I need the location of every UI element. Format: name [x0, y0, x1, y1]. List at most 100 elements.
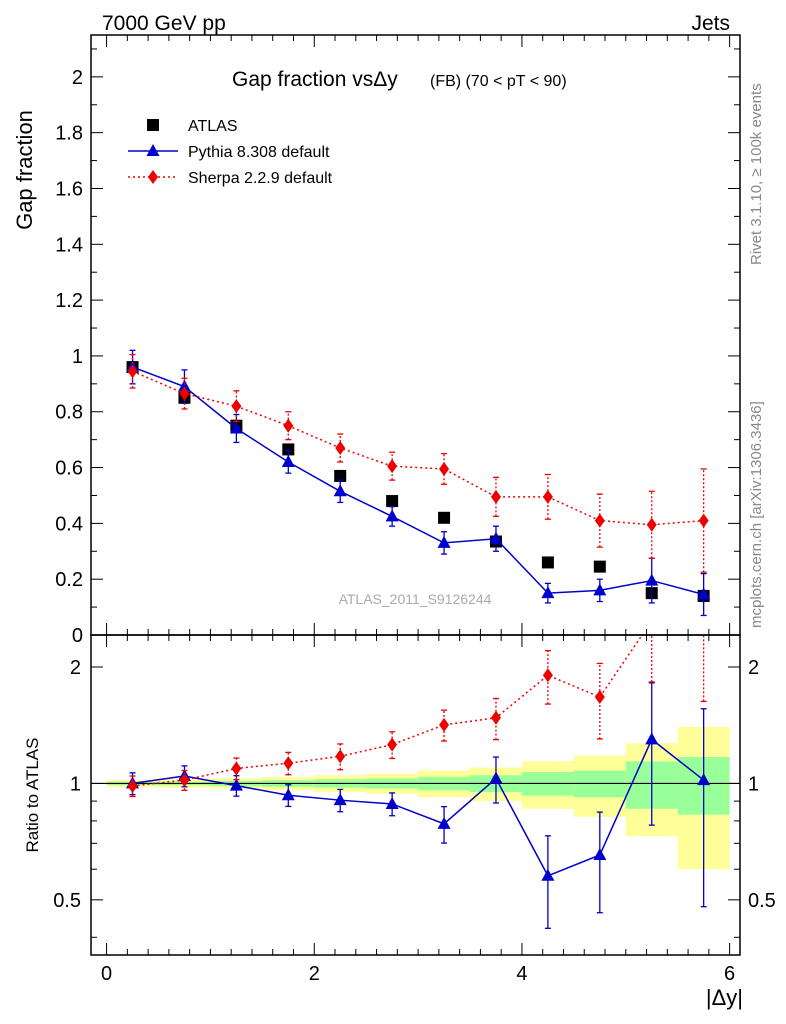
series-atlas: [126, 361, 710, 602]
ratio-data-point: [594, 689, 605, 704]
data-point: [541, 556, 554, 569]
ratio-y-tick-label-right: 0.5: [748, 890, 776, 912]
data-point: [229, 421, 243, 434]
main-data-layer: [126, 349, 711, 617]
ratio-data-point: [645, 732, 659, 745]
series-line: [132, 366, 704, 596]
data-point: [231, 399, 242, 414]
main-y-tick-label: 2: [72, 67, 83, 89]
x-tick-label: 2: [309, 963, 320, 985]
y-axis-label: Gap fraction: [12, 110, 37, 230]
ratio-y-axis-label: Ratio to ATLAS: [23, 738, 42, 853]
data-point: [697, 587, 711, 600]
data-point: [281, 454, 295, 467]
ratio-data-layer: [126, 614, 711, 929]
ratio-y-tick-label-right: 1: [748, 773, 759, 795]
main-y-tick-label: 0.4: [55, 513, 83, 535]
x-tick-label: 6: [724, 963, 735, 985]
ratio-plot-frame: [90, 634, 741, 956]
ratio-data-point: [490, 710, 501, 725]
legend-label: Sherpa 2.2.9 default: [188, 170, 333, 187]
header-right: Jets: [691, 12, 730, 35]
legend-marker: [146, 144, 160, 156]
ratio-data-point: [281, 788, 295, 801]
data-point: [541, 586, 555, 599]
data-point: [335, 441, 346, 456]
data-point: [333, 484, 347, 497]
legend: ATLAS Pythia 8.308 default Sherpa 2.2.9 de…: [128, 118, 333, 187]
ratio-series-line: [132, 738, 705, 877]
legend-label: Pythia 8.308 default: [188, 144, 330, 161]
ratio-data-point: [387, 737, 398, 752]
data-point: [177, 379, 191, 392]
data-point: [594, 513, 605, 528]
main-y-tick-label: 1.6: [55, 178, 83, 200]
series-pythia: [126, 349, 711, 617]
data-point: [282, 443, 295, 456]
main-y-tick-label: 0: [72, 625, 83, 647]
data-point: [438, 511, 451, 524]
data-point: [490, 489, 501, 504]
data-point: [334, 469, 347, 482]
data-point: [127, 364, 138, 379]
legend-label: ATLAS: [188, 118, 238, 135]
ratio-data-point: [231, 761, 242, 776]
ratio-data-point: [179, 773, 190, 788]
ratio-series-pythia: [126, 682, 711, 929]
data-point: [593, 560, 606, 573]
main-y-tick-label: 0.2: [55, 569, 83, 591]
ratio-data-point: [283, 756, 294, 771]
ratio-data-point: [489, 771, 503, 784]
ratio-data-point: [647, 614, 657, 628]
ratio-y-tick-label-right: 2: [748, 657, 759, 679]
ratio-data-point: [333, 793, 347, 806]
ratio-series-line: [132, 635, 644, 787]
data-point: [387, 459, 398, 474]
ratio-data-point: [127, 778, 138, 793]
ratio-data-point: [697, 773, 711, 786]
ratio-data-point: [335, 749, 346, 764]
x-tick-label: 4: [516, 963, 527, 985]
data-point: [645, 573, 659, 586]
ratio-data-point: [542, 668, 553, 683]
ratio-data-point: [593, 847, 607, 860]
legend-marker: [148, 170, 158, 184]
rivet-label: Rivet 3.1.10, ≥ 100k events: [748, 83, 765, 265]
data-point: [489, 531, 503, 544]
data-point: [698, 513, 709, 528]
ratio-y-ticks: 0.5 0.5 1 1 2 2: [53, 657, 776, 938]
ratio-series-sherpa: [127, 614, 707, 798]
main-title-suffix: (FB) (70 < pT < 90): [430, 73, 567, 90]
data-point: [179, 386, 190, 401]
data-point: [439, 461, 450, 476]
data-point: [385, 509, 399, 522]
data-point: [646, 517, 657, 532]
main-title: Gap fraction vsΔy: [232, 68, 398, 91]
series-line: [132, 370, 704, 526]
ratio-y-tick-label: 2: [70, 657, 81, 679]
mcplots-label: mcplots.cern.ch [arXiv:1306.3436]: [748, 401, 765, 628]
legend-marker: [147, 119, 159, 131]
x-axis-ticks: 0 2 4 6: [101, 635, 735, 985]
main-y-tick-label: 0.8: [55, 402, 83, 424]
data-point: [386, 495, 399, 508]
data-point: [542, 489, 553, 504]
x-axis-label: |Δy|: [706, 985, 743, 1010]
main-panel: Gap fraction vsΔy (FB) (70 < pT < 90) Ga…: [12, 34, 741, 647]
main-y-tick-label: 1.8: [55, 123, 83, 145]
ratio-uncertainty-bands: [91, 726, 740, 870]
data-point: [593, 583, 607, 596]
ratio-data-point: [541, 868, 555, 881]
data-point: [437, 535, 451, 548]
ratio-data-point: [437, 816, 451, 829]
main-y-ticks: 0 0.2 0.4 0.6 0.8 1 1.2 1.4 1.6 1.8 2: [55, 35, 740, 647]
ratio-panel: 0.5 0.5 1 1 2 2 0 2 4 6 Ratio to ATLAS |Δy|: [23, 614, 776, 1010]
analysis-watermark: ATLAS_2011_S9126244: [339, 591, 492, 607]
x-tick-label: 0: [101, 963, 112, 985]
header-left: 7000 GeV pp: [102, 12, 226, 35]
ratio-y-tick-label: 0.5: [53, 890, 81, 912]
ratio-data-point: [385, 796, 399, 809]
ratio-data-point: [229, 778, 243, 791]
series-sherpa: [127, 353, 709, 573]
